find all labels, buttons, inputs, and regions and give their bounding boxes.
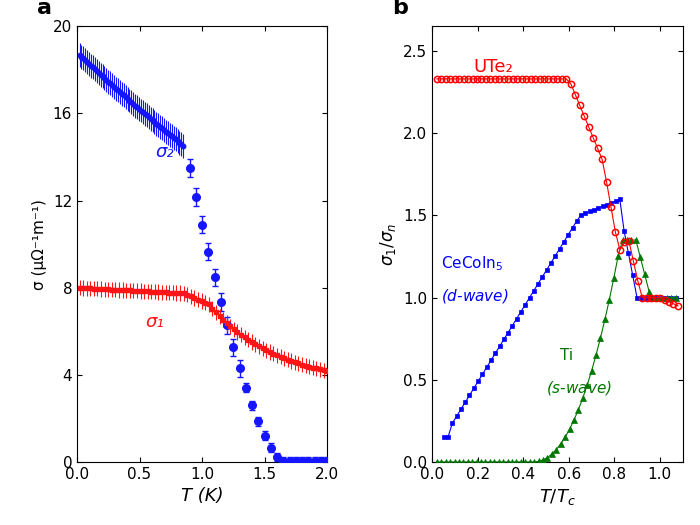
Y-axis label: $\sigma_1/\sigma_n$: $\sigma_1/\sigma_n$ [378, 223, 398, 266]
Text: σ₁: σ₁ [146, 313, 164, 331]
X-axis label: $T/T_c$: $T/T_c$ [539, 487, 576, 508]
X-axis label: T (K): T (K) [181, 487, 223, 506]
Text: a: a [37, 0, 52, 17]
Text: ($s$-wave): ($s$-wave) [546, 380, 612, 397]
Text: b: b [392, 0, 408, 17]
Y-axis label: σ (μΩ⁻¹m⁻¹): σ (μΩ⁻¹m⁻¹) [32, 198, 47, 290]
Text: Ti: Ti [560, 348, 573, 363]
Text: ($d$-wave): ($d$-wave) [442, 287, 509, 306]
Text: CeCoIn$_5$: CeCoIn$_5$ [442, 254, 503, 272]
Text: UTe₂: UTe₂ [473, 58, 513, 76]
Text: σ₂: σ₂ [156, 143, 174, 161]
